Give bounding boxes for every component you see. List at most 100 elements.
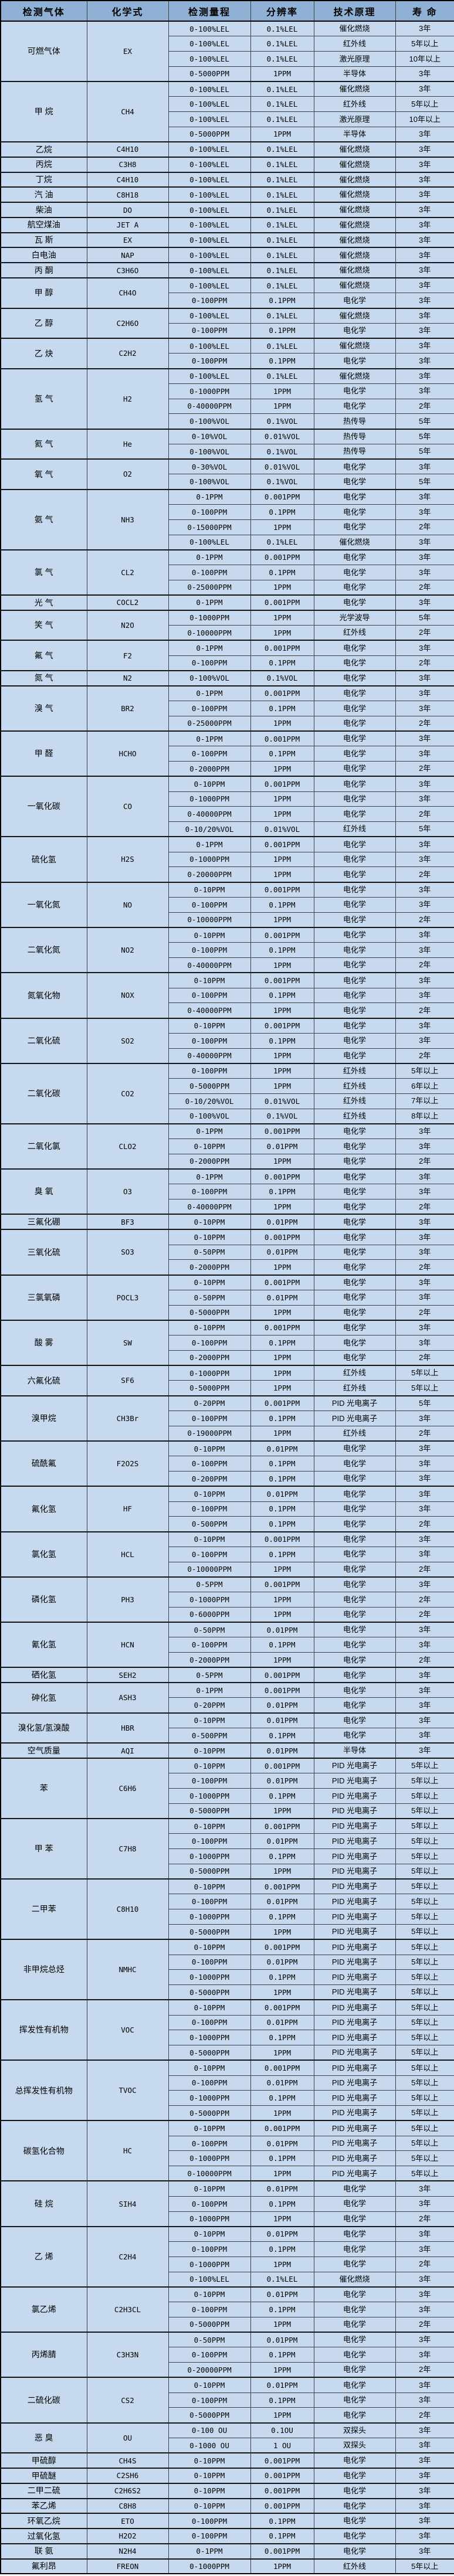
gas-name-cell: 氦 气: [0, 428, 87, 460]
principle-cell: 催化燃烧: [313, 2271, 396, 2288]
resolution-cell: 0.1PPM: [250, 322, 314, 339]
chemical-formula-cell: C3H6O: [86, 262, 169, 278]
gas-name-cell: 氯 气: [0, 549, 87, 596]
table-row: 0-100%VOL 0.1%VOL 红外线 8年以上: [1, 1108, 454, 1124]
resolution-cell: 0.001PPM: [250, 926, 314, 943]
principle-cell: 电化学: [313, 1697, 396, 1714]
chemical-formula-cell: PH3: [86, 1576, 169, 1623]
gas-name-cell: 柴油: [0, 202, 87, 218]
principle-cell: 电化学: [313, 1546, 396, 1562]
range-cell: 0-100PPM: [168, 2014, 251, 2031]
table-row: 甲 醇 CH4O 0-100%LEL 0.1%LEL 催化燃烧 3年: [0, 277, 454, 309]
lifespan-cell: 3年: [395, 307, 454, 324]
chemical-formula-cell: C8H18: [86, 186, 169, 203]
range-cell: 0-100%LEL: [168, 21, 251, 37]
range-cell: 0-10PPM: [168, 1319, 251, 1336]
lifespan-cell: 3年: [395, 2347, 454, 2363]
range-cell: 0-5000PPM: [168, 1984, 251, 2000]
lifespan-cell: 7年以上: [395, 1093, 454, 1109]
lifespan-cell: 3年: [395, 942, 454, 958]
resolution-cell: 0.01%VOL: [250, 821, 314, 837]
range-cell: 0-40000PPM: [168, 1048, 251, 1064]
gas-name-cell: 丙 酮: [0, 262, 87, 278]
principle-cell: 电化学: [313, 1319, 396, 1336]
range-cell: 0-1000PPM: [168, 791, 251, 807]
lifespan-cell: 5年以上: [395, 36, 454, 52]
lifespan-cell: 3年: [395, 2438, 454, 2453]
resolution-cell: 1PPM: [250, 1002, 314, 1019]
header-row: 检测气体 化学式 检测量程 分辨率 技术原理 寿 命: [0, 0, 454, 22]
gas-name-cell: 丙烷: [0, 156, 87, 173]
range-cell: 0-30%VOL: [168, 458, 251, 475]
principle-cell: 电化学: [313, 1002, 396, 1019]
lifespan-cell: 3年: [395, 565, 454, 580]
resolution-cell: 0.1%LEL: [250, 202, 314, 218]
resolution-cell: 0.1PPM: [250, 353, 314, 369]
resolution-cell: 1PPM: [250, 1425, 314, 1442]
gas-name-cell: 氯乙烯: [0, 2286, 87, 2333]
range-cell: 0-5000PPM: [168, 2105, 251, 2121]
chemical-formula-cell: C8H10: [86, 1878, 169, 1940]
resolution-cell: 1PPM: [250, 398, 314, 414]
table-row: 0-5000PPM 1PPM PID 光电离子 5年以上: [1, 1923, 454, 1940]
resolution-cell: 0.01PPM: [250, 1214, 314, 1230]
table-row: 0-40000PPM 1PPM 电化学 2年: [1, 398, 454, 414]
table-row: 0-1000PPM 0.1PPM PID 光电离子 5年以上: [1, 2090, 454, 2106]
lifespan-cell: 5年以上: [395, 1923, 454, 1940]
table-row: 0-2000PPM 1PPM 电化学 2年: [1, 1153, 454, 1170]
table-row: 氟 气 F2 0-1PPM 0.001PPM 电化学 3年: [0, 640, 454, 671]
table-row: 氨 气 NH3 0-1PPM 0.001PPM 电化学 3年: [0, 488, 454, 550]
range-cell: 0-100%LEL: [168, 216, 251, 233]
table-row: 0-100PPM 0.01PPM PID 光电离子 5年以上: [1, 1954, 454, 1970]
range-cell: 0-100%LEL: [168, 232, 251, 248]
chemical-formula-cell: C6H6: [86, 1758, 169, 1819]
resolution-cell: 0.1PPM: [250, 896, 314, 913]
resolution-cell: 0.01PPM: [250, 1289, 314, 1306]
resolution-cell: 1PPM: [250, 715, 314, 732]
range-cell: 0-10PPM: [168, 1017, 251, 1034]
principle-cell: 催化燃烧: [313, 81, 396, 97]
principle-cell: 红外线: [313, 1093, 396, 1109]
chemical-formula-cell: F2: [86, 640, 169, 671]
table-row: 溴甲烷 CH3Br 0-20PPM 0.001PPM PID 光电离子 5年: [0, 1395, 454, 1442]
range-cell: 0-100PPM: [168, 2241, 251, 2257]
range-cell: 0-100%VOL: [168, 413, 251, 430]
range-cell: 0-100%LEL: [168, 51, 251, 67]
lifespan-cell: 3年: [395, 1410, 454, 1426]
lifespan-cell: 3年: [395, 2528, 454, 2544]
table-row: 0-1000PPM 1PPM 电化学 3年: [1, 791, 454, 807]
lifespan-cell: 2年: [395, 806, 454, 823]
resolution-cell: 0.1PPM: [250, 1788, 314, 1804]
range-cell: 0-5000PPM: [168, 1923, 251, 1940]
principle-cell: 电化学: [313, 1199, 396, 1215]
principle-cell: 电化学: [313, 2241, 396, 2257]
principle-cell: 电化学: [313, 912, 396, 928]
chemical-formula-cell: C2SH6: [86, 2468, 169, 2484]
table-row: 乙烷 C4H10 0-100%LEL 0.1%LEL 催化燃烧 3年: [0, 141, 454, 158]
resolution-cell: 0.1PPM: [250, 2302, 314, 2317]
lifespan-cell: 2年: [395, 1304, 454, 1321]
table-row: 0-10000PPM 1PPM 电化学 2年: [1, 1561, 454, 1578]
principle-cell: 电化学: [313, 353, 396, 369]
lifespan-cell: 3年: [395, 700, 454, 716]
resolution-cell: 0.001PPM: [250, 2452, 314, 2469]
table-row: 溴化氢/氢溴酸 HBR 0-10PPM 0.01PPM 电化学 3年: [0, 1712, 454, 1744]
gas-name-cell: 丁烷: [0, 171, 87, 188]
resolution-cell: 0.001PPM: [250, 776, 314, 792]
table-row: 甲硫醇 CH4S 0-10PPM 0.001PPM 电化学 3年: [0, 2452, 454, 2469]
range-cell: 0-10PPM: [168, 2468, 251, 2484]
table-row: 0-10/20%VOL 0.01%VOL 红外线 5年: [1, 821, 454, 837]
resolution-cell: 1PPM: [250, 2316, 314, 2333]
range-cell: 0-50PPM: [168, 1622, 251, 1638]
chemical-formula-cell: NMHC: [86, 1939, 169, 2000]
lifespan-cell: 3年: [395, 1531, 454, 1547]
resolution-cell: 0.1PPM: [250, 1516, 314, 1532]
resolution-cell: 1PPM: [250, 66, 314, 82]
principle-cell: 电化学: [313, 1440, 396, 1457]
lifespan-cell: 3年: [395, 670, 454, 687]
gas-name-cell: 非甲烷总烃: [0, 1939, 87, 2000]
table-row: 航空煤油 JET A 0-100%LEL 0.1%LEL 催化燃烧 3年: [0, 216, 454, 233]
principle-cell: 光学波导: [313, 609, 396, 626]
principle-cell: 催化燃烧: [313, 232, 396, 248]
principle-cell: 催化燃烧: [313, 247, 396, 263]
